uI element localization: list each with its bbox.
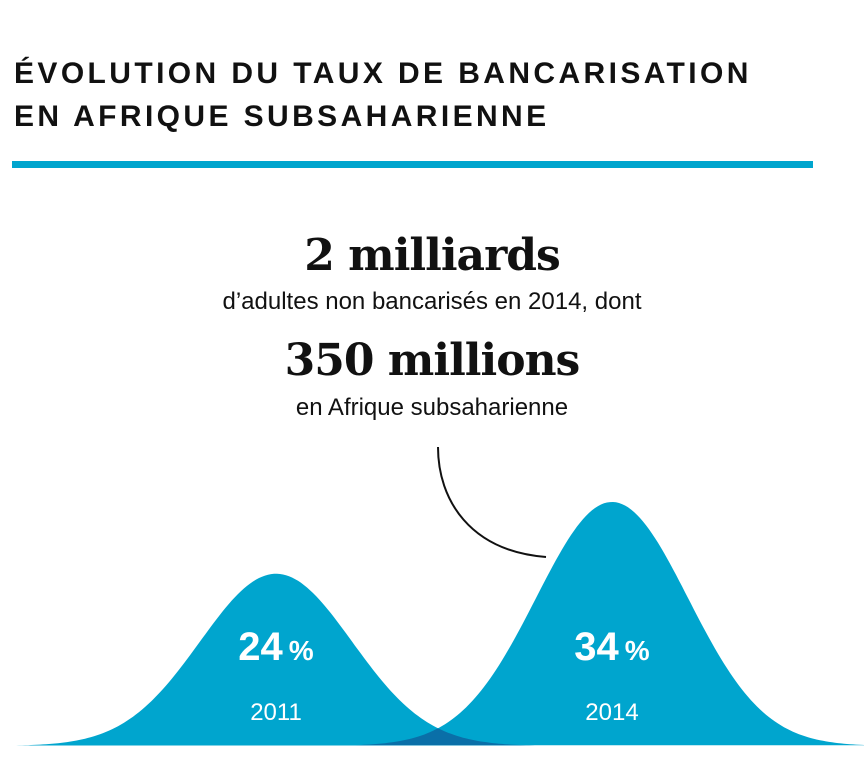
callout-connector-line bbox=[437, 446, 547, 558]
headline-350-millions: 350 millions bbox=[284, 335, 581, 386]
title-line-2: EN AFRIQUE SUBSAHARIENNE bbox=[14, 100, 550, 133]
bell-curve-2014 bbox=[352, 502, 864, 746]
bell-curve-2011 bbox=[16, 573, 535, 746]
year-label-2014: 2014 bbox=[585, 699, 638, 726]
value-label-2014: 34% bbox=[574, 625, 650, 669]
subtext-unbanked-adults: d’adultes non bancarisés en 2014, dont bbox=[222, 288, 642, 315]
headline-2-milliards: 2 milliards bbox=[304, 230, 561, 281]
title-line-1: ÉVOLUTION DU TAUX DE BANCARISATION bbox=[14, 57, 752, 90]
chart-title: ÉVOLUTION DU TAUX DE BANCARISATION EN AF… bbox=[14, 52, 854, 138]
value-label-2011: 24% bbox=[238, 625, 314, 669]
year-label-2011: 2011 bbox=[250, 699, 302, 726]
title-underline bbox=[12, 161, 813, 168]
subtext-subsaharan-africa: en Afrique subsaharienne bbox=[295, 394, 569, 421]
